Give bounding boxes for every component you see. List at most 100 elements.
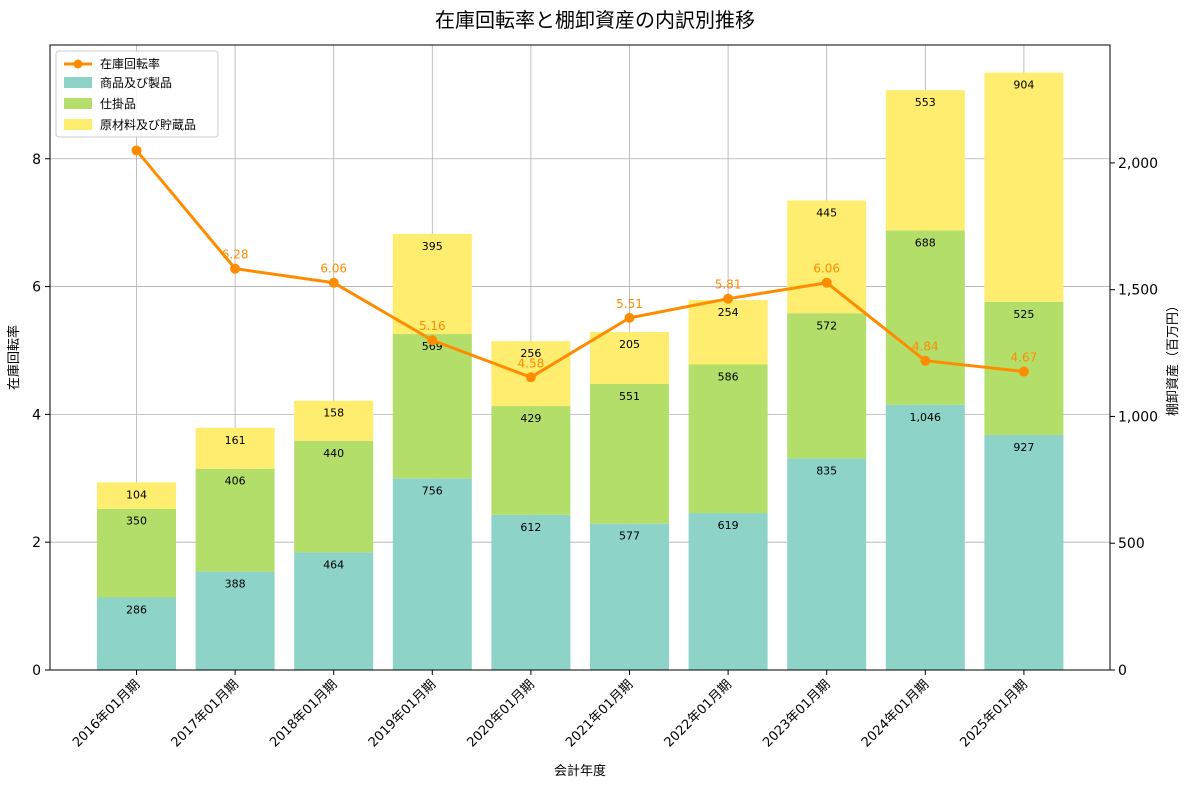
- x-axis-label: 会計年度: [554, 763, 606, 779]
- bar-value-label: 161: [225, 434, 246, 447]
- x-tick-label: 2022年01月期: [662, 677, 735, 750]
- y-right-tick-label: 1,500: [1118, 283, 1158, 299]
- y-left-tick-label: 2: [32, 535, 41, 551]
- turnover-point: [1018, 366, 1029, 377]
- bar-value-label: 395: [422, 240, 443, 253]
- legend-label: 在庫回転率: [100, 56, 160, 71]
- bar-segment: [590, 523, 669, 670]
- y-left-tick-label: 0: [32, 663, 41, 679]
- turnover-value-label: 6.28: [222, 248, 249, 262]
- turnover-value-label: 5.81: [715, 278, 742, 292]
- bar-value-label: 205: [619, 338, 640, 351]
- bar-value-label: 440: [323, 447, 344, 460]
- legend-label: 仕掛品: [100, 96, 136, 111]
- bar-segment: [688, 364, 768, 514]
- turnover-point: [525, 372, 536, 383]
- chart-title: 在庫回転率と棚卸資産の内訳別推移: [435, 8, 755, 32]
- bar-value-label: 286: [126, 603, 147, 616]
- bar-segment: [885, 230, 965, 405]
- turnover-point: [427, 335, 438, 346]
- bar-segment: [984, 434, 1064, 670]
- bar-segment: [885, 404, 965, 670]
- turnover-point: [624, 312, 635, 323]
- bar-segment: [392, 478, 472, 670]
- x-tick-label: 2019年01月期: [366, 677, 439, 750]
- bar-value-label: 525: [1013, 308, 1034, 321]
- bar-segment: [294, 400, 374, 441]
- bar-value-label: 577: [619, 530, 640, 543]
- legend-label: 商品及び製品: [100, 75, 172, 90]
- bar-segment: [688, 513, 768, 670]
- bar-value-label: 429: [520, 412, 541, 425]
- x-tick-label: 2017年01月期: [169, 677, 242, 750]
- bar-segment: [688, 300, 768, 365]
- y-left-tick-label: 8: [32, 152, 41, 168]
- bar-segment: [787, 200, 867, 314]
- y-right-tick-label: 0: [1118, 663, 1127, 679]
- bar-value-label: 104: [126, 488, 147, 501]
- legend-label: 原材料及び貯蔵品: [100, 118, 196, 132]
- turnover-value-label: 5.51: [616, 297, 643, 311]
- turnover-point: [723, 293, 734, 304]
- bar-value-label: 756: [422, 484, 443, 497]
- bar-value-label: 572: [816, 319, 837, 332]
- y-right-tick-label: 2,000: [1118, 156, 1158, 172]
- legend-swatch: [64, 77, 92, 88]
- bar-value-label: 350: [126, 515, 147, 528]
- bar-value-label: 256: [520, 347, 541, 360]
- legend-box: [55, 50, 219, 138]
- bar-value-label: 464: [323, 558, 344, 571]
- bar-value-label: 927: [1013, 441, 1034, 454]
- turnover-value-label: 5.16: [419, 319, 446, 333]
- x-tick-label: 2024年01月期: [859, 677, 932, 750]
- x-tick-label: 2020年01月期: [464, 677, 537, 750]
- bar-value-label: 1,046: [910, 411, 942, 424]
- bar-value-label: 835: [816, 464, 837, 477]
- turnover-value-label: 6.06: [320, 262, 347, 276]
- bar-segment: [787, 458, 867, 670]
- bar-segment: [392, 334, 472, 479]
- turnover-line: 6.28 6.06 5.16 4.58 5.51 5.81 6.06 4.84 4.67: [131, 145, 1038, 383]
- legend-line-marker: [73, 59, 83, 69]
- bar-value-label: 406: [225, 475, 246, 488]
- bar-value-label: 688: [915, 236, 936, 249]
- y-left-tick-label: 4: [32, 407, 41, 423]
- turnover-point: [821, 277, 832, 288]
- bar-value-label: 619: [718, 519, 739, 532]
- bar-value-label: 254: [718, 306, 739, 319]
- bar-segment: [984, 72, 1064, 302]
- bar-value-label: 158: [323, 407, 344, 420]
- bar-segment: [885, 90, 965, 231]
- turnover-value-label: 4.67: [1011, 351, 1038, 365]
- bar-segment: [787, 313, 867, 459]
- bar-segment: [392, 233, 472, 335]
- x-tick-label: 2016年01月期: [70, 677, 143, 750]
- bar-value-label: 904: [1013, 79, 1034, 92]
- bar-segment: [491, 514, 571, 670]
- plot-frame: [49, 44, 1111, 671]
- bar-value-label: 551: [619, 390, 640, 403]
- y-right-tick-label: 1,000: [1118, 409, 1158, 425]
- bar-segment: [97, 508, 176, 598]
- bar-segment: [195, 427, 275, 469]
- turnover-value-label: 4.84: [912, 340, 939, 354]
- bar-value-label: 612: [520, 521, 541, 534]
- y-axis-left-label: 在庫回転率: [6, 325, 22, 390]
- y-axis-right-label: 棚卸資産（百万円）: [1165, 299, 1181, 416]
- bar-segment: [590, 332, 669, 384]
- turnover-point: [230, 263, 241, 274]
- legend-swatch: [64, 119, 92, 130]
- x-tick-label: 2023年01月期: [760, 677, 833, 750]
- turnover-value-label: 6.06: [813, 262, 840, 276]
- x-tick-label: 2025年01月期: [957, 677, 1030, 750]
- turnover-value-label: 4.58: [518, 356, 545, 370]
- bar-segment: [195, 468, 275, 572]
- turnover-point: [131, 145, 142, 156]
- x-tick-label: 2021年01月期: [563, 677, 636, 750]
- bar-segment: [294, 552, 374, 670]
- bar-segment: [195, 571, 275, 670]
- turnover-line-path: [135, 149, 1025, 379]
